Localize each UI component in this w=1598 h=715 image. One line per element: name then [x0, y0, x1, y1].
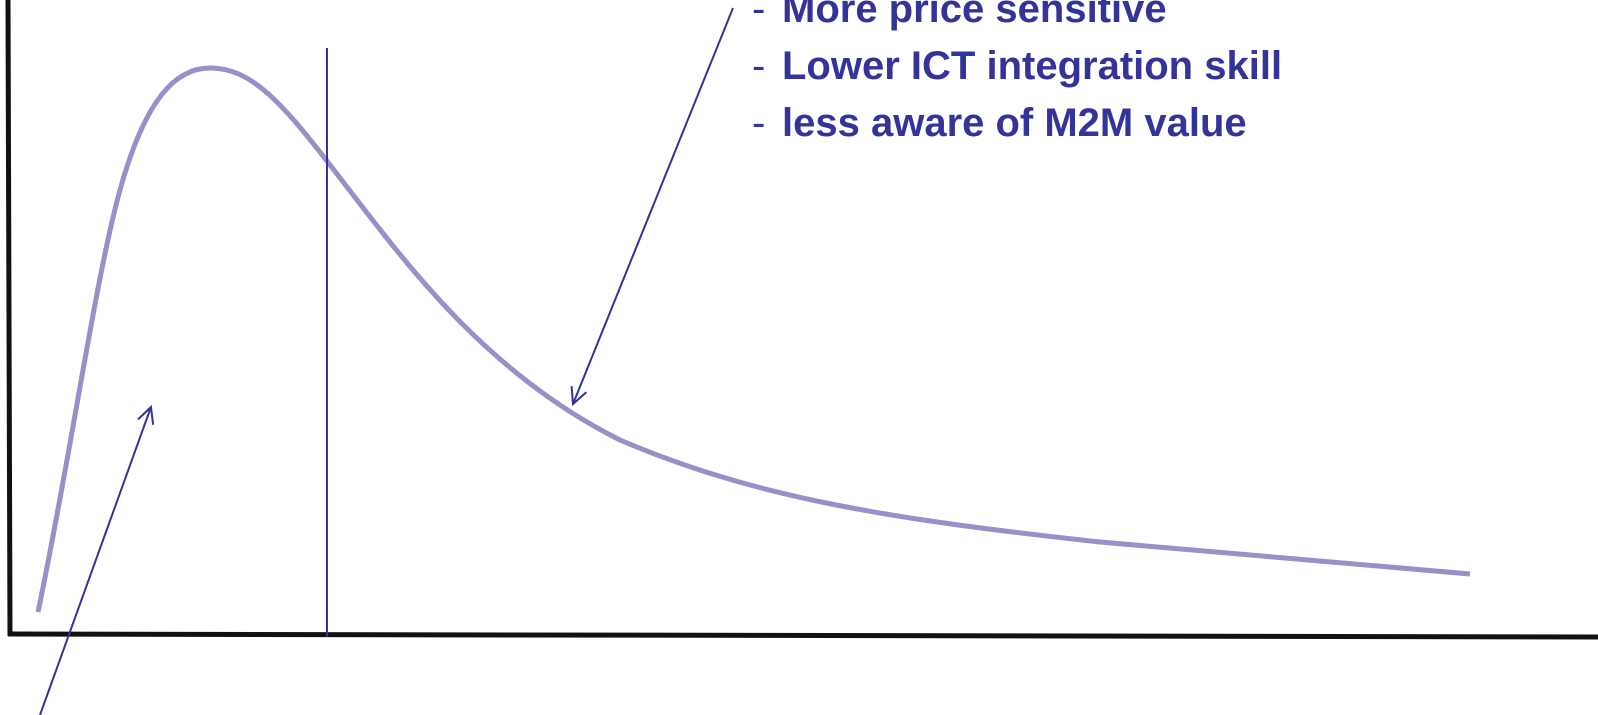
- note-text: Lower ICT integration skill: [782, 44, 1282, 88]
- y-axis: [5, 0, 13, 637]
- note-bullet: -: [752, 101, 765, 145]
- long-tail-curve: [35, 65, 1471, 613]
- note-bullet: -: [752, 0, 765, 31]
- x-axis: [7, 631, 1598, 640]
- tail-notes: - More price sensitive - Lower ICT integ…: [752, 0, 1282, 145]
- note-text: More price sensitive: [782, 0, 1167, 31]
- note-text: less aware of M2M value: [782, 101, 1247, 145]
- head-arrow: [39, 407, 151, 715]
- note-bullet: -: [752, 44, 765, 88]
- tail-arrow: [573, 7, 734, 404]
